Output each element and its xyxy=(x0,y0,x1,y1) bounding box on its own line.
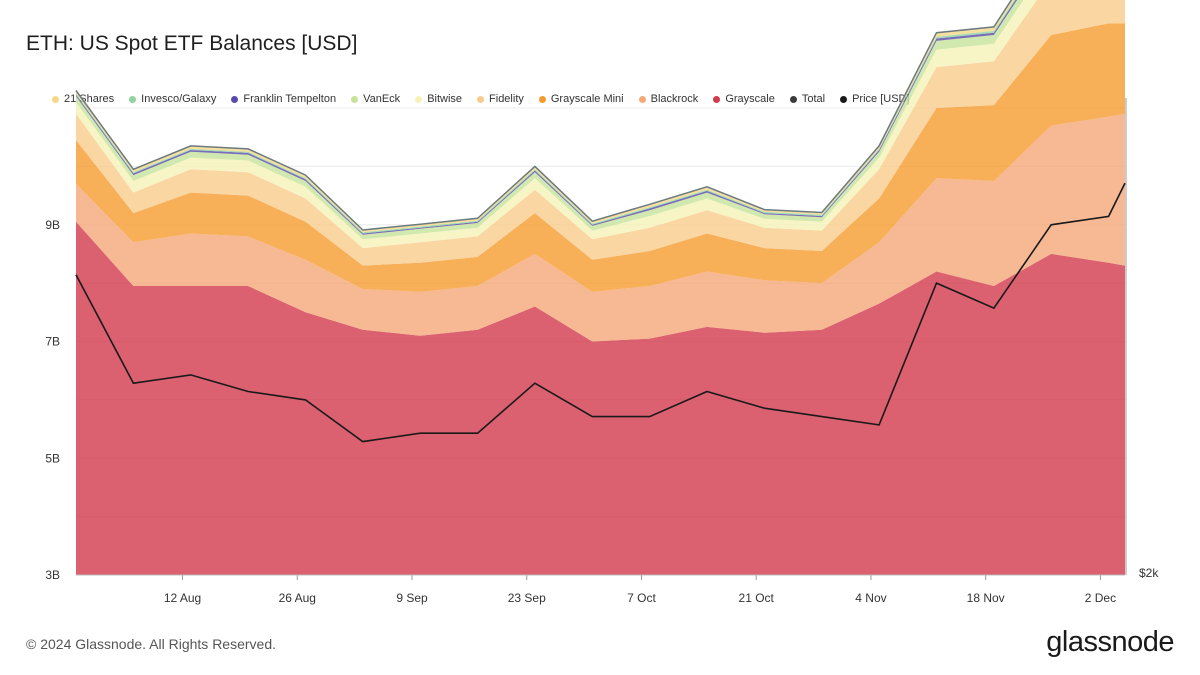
legend-swatch xyxy=(231,95,239,103)
legend-label: Invesco/Galaxy xyxy=(141,93,217,105)
y-tick-label: 9B xyxy=(45,218,60,232)
legend-swatch xyxy=(351,95,359,103)
legend-swatch xyxy=(713,95,721,103)
legend-label: Grayscale Mini xyxy=(550,93,624,105)
legend-item-grayscale-mini[interactable]: Grayscale Mini xyxy=(538,93,624,105)
y2-tick-label: $2k xyxy=(1139,566,1159,580)
area-grayscale xyxy=(76,221,1125,576)
x-tick-label: 23 Sep xyxy=(508,591,546,605)
legend-item-invesco-galaxy[interactable]: Invesco/Galaxy xyxy=(129,93,216,105)
legend-label: Blackrock xyxy=(650,93,699,105)
area-blackrock xyxy=(76,113,1125,342)
glassnode-logo: glassnode xyxy=(1046,626,1174,658)
legend-swatch xyxy=(638,95,646,103)
legend-swatch xyxy=(415,95,423,103)
legend-swatch xyxy=(52,95,59,103)
x-tick-label: 2 Dec xyxy=(1085,591,1116,605)
x-tick-label: 21 Oct xyxy=(739,591,775,605)
total-line xyxy=(75,0,1013,231)
copyright-footer: © 2024 Glassnode. All Rights Reserved. xyxy=(26,636,277,652)
area-fidelity xyxy=(76,0,1125,266)
x-tick-label: 9 Sep xyxy=(396,591,428,605)
area-vaneck xyxy=(76,0,1024,240)
y-tick-label: 7B xyxy=(45,335,60,349)
x-tick-label: 12 Aug xyxy=(164,591,201,605)
chart-legend[interactable]: 21 Shares Invesco/Galaxy Franklin Tempelto… xyxy=(52,93,925,105)
legend-swatch xyxy=(840,95,848,103)
legend-item-blackrock[interactable]: Blackrock xyxy=(638,93,699,105)
legend-swatch xyxy=(129,95,137,103)
legend-item-price-usd-[interactable]: Price [USD] xyxy=(840,93,910,105)
price-line xyxy=(75,182,1126,443)
legend-item-grayscale[interactable]: Grayscale xyxy=(713,93,775,105)
legend-label: Fidelity xyxy=(489,93,524,105)
x-tick-label: 18 Nov xyxy=(967,591,1005,605)
chart-title: ETH: US Spot ETF Balances [USD] xyxy=(26,32,358,55)
legend-label: Grayscale xyxy=(725,93,775,105)
legend-item-total[interactable]: Total xyxy=(789,93,826,105)
x-tick-label: 26 Aug xyxy=(279,591,316,605)
legend-item-franklin-tempelton[interactable]: Franklin Tempelton xyxy=(231,93,336,105)
legend-item-bitwise[interactable]: Bitwise xyxy=(415,93,462,105)
y-tick-label: 3B xyxy=(45,568,60,582)
legend-swatch xyxy=(538,95,546,103)
legend-label: Bitwise xyxy=(427,93,463,105)
legend-item-fidelity[interactable]: Fidelity xyxy=(477,93,524,105)
legend-label: Price [USD] xyxy=(852,93,910,105)
area-grayscale-mini xyxy=(76,23,1125,292)
legend-swatch xyxy=(789,95,797,103)
legend-swatch xyxy=(477,95,485,103)
legend-label: Franklin Tempelton xyxy=(243,93,337,105)
x-tick-label: 7 Oct xyxy=(627,591,656,605)
legend-label: VanEck xyxy=(363,93,401,105)
x-tick-label: 4 Nov xyxy=(855,591,886,605)
legend-item-vaneck[interactable]: VanEck xyxy=(351,93,400,105)
y-tick-label: 5B xyxy=(45,451,60,465)
legend-label: Total xyxy=(801,93,826,105)
area-bitwise xyxy=(76,0,1037,249)
